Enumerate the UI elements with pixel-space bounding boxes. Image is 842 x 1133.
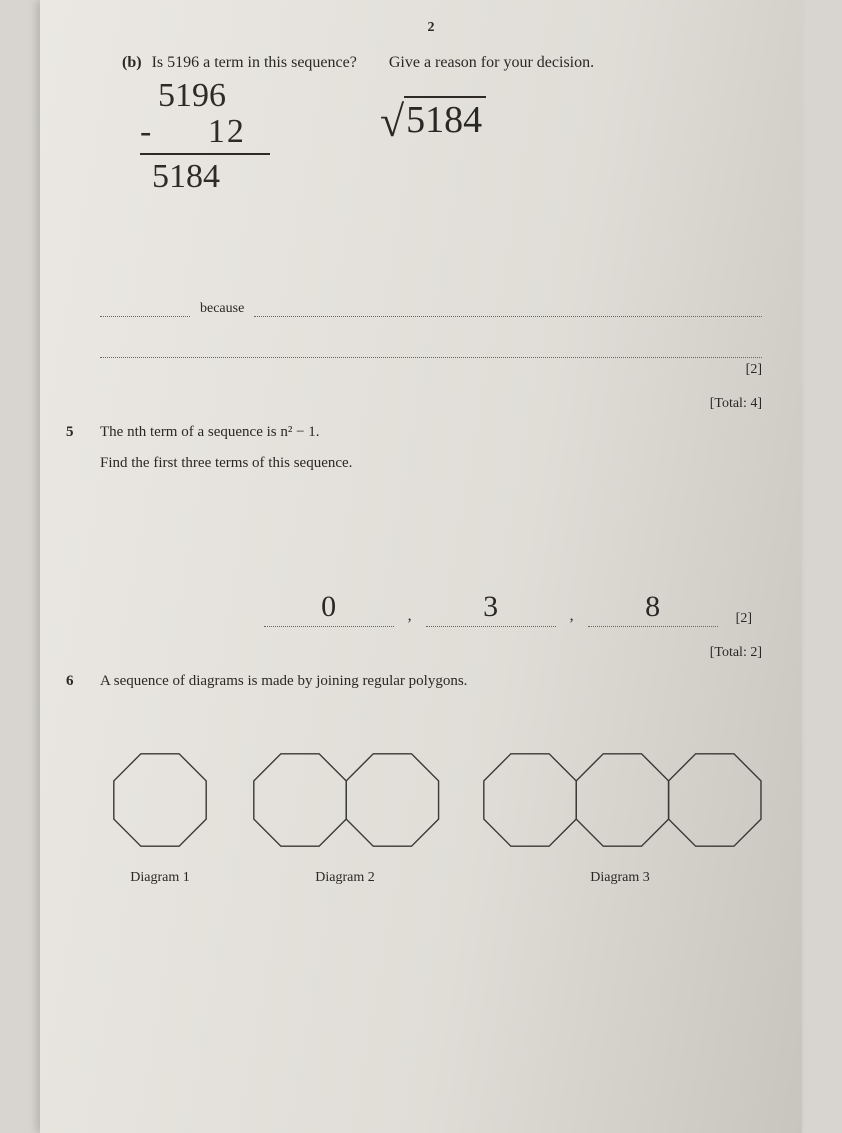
diagram-2-svg [240,740,450,860]
q5-answer-3[interactable]: 8 [588,592,718,627]
diagram-1-svg [100,740,220,860]
q5-line2: Find the first three terms of this seque… [100,455,762,472]
sub-result: 5184 [140,159,270,195]
q-b-total: [Total: 4] [100,396,762,412]
sub-rule [140,153,270,155]
reason-line-2[interactable] [100,341,762,358]
q5-total: [Total: 2] [100,645,762,661]
q5-marks: [2] [736,611,752,627]
q-b-line1: Is 5196 a term in this sequence? [152,54,357,71]
q5-answer-2[interactable]: 3 [426,592,556,627]
q6-text: A sequence of diagrams is made by joinin… [100,673,762,690]
reason-line-1[interactable] [254,300,762,317]
sub-value: 12 [160,113,246,150]
comma: , [404,607,416,627]
q-b-label: (b) [122,54,142,72]
subtraction-working: 5196 - 12 5184 [140,78,270,195]
diagram-3-svg [470,740,770,860]
q5-answer-1[interactable]: 0 [264,592,394,627]
diagram-3-label: Diagram 3 [470,870,770,886]
because-word: because [196,301,248,317]
diagrams-row: Diagram 1 Diagram 2 Diagram 3 [100,740,762,886]
comma: , [566,607,578,627]
q-b-line2: Give a reason for your decision. [389,54,594,71]
q5-line1: The nth term of a sequence is n² − 1. [100,424,762,441]
q6-number: 6 [66,673,74,690]
q5-number: 5 [66,424,74,441]
page-number: 2 [100,20,762,36]
working-area: 5196 - 12 5184 √5184 [100,78,762,228]
minus-sign: - [140,113,151,150]
q-b-marks: [2] [100,362,762,378]
sqrt-working: √5184 [380,96,486,147]
diagram-2-label: Diagram 2 [240,870,450,886]
sub-top: 5196 [140,78,270,114]
sqrt-value: 5184 [404,96,486,142]
diagram-1-label: Diagram 1 [100,870,220,886]
answer-blank[interactable] [100,298,190,317]
